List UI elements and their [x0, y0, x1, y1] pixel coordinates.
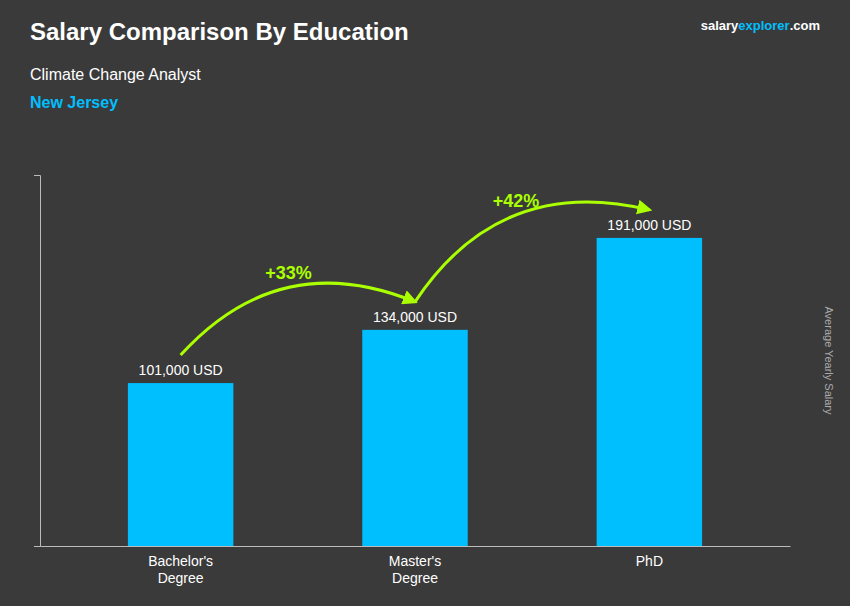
data-label: 101,000 USD [139, 362, 223, 378]
x-tick-label: Bachelor'sDegree [148, 553, 213, 586]
source-part: .com [790, 18, 820, 33]
data-labels: 101,000 USD 134,000 USD 191,000 USD [139, 217, 692, 378]
chart: Salary Comparison By Education Climate Ch… [0, 0, 850, 606]
x-tick-label-line: Degree [158, 570, 204, 586]
x-tick: PhD [636, 553, 663, 569]
source-part: explorer [738, 18, 789, 33]
source-part: salary [701, 18, 739, 33]
annotation: +33% [265, 263, 312, 283]
x-axis: Bachelor'sDegreeMaster'sDegreePhD [41, 547, 791, 586]
x-tick: Bachelor'sDegree [148, 553, 213, 586]
x-tick-label-line: PhD [636, 553, 663, 569]
x-tick-label: Master'sDegree [389, 553, 441, 586]
x-tick-label-line: Master's [389, 553, 441, 569]
arrow [415, 202, 649, 302]
y-axis-title: Average Yearly Salary [823, 306, 835, 415]
data-label: 191,000 USD [607, 217, 691, 233]
title: Salary Comparison By Education [30, 18, 409, 45]
bar [128, 383, 233, 546]
arrow [181, 283, 415, 355]
arrow-annotations: +33% +42% [181, 191, 650, 355]
x-tick-label-line: Bachelor's [148, 553, 213, 569]
x-tick: Master'sDegree [389, 553, 441, 586]
bar [597, 238, 702, 546]
x-tick-label: PhD [636, 553, 663, 569]
x-axis-line [41, 546, 791, 547]
data-label: 134,000 USD [373, 309, 457, 325]
x-tick-label-line: Degree [392, 570, 438, 586]
plot: Bachelor'sDegreeMaster'sDegreePhD101,000… [34, 176, 791, 586]
source: salaryexplorer.com [701, 18, 820, 33]
annotation: New Jersey [30, 94, 118, 111]
annotation: +42% [493, 191, 540, 211]
y-axis-line [34, 176, 41, 547]
bars [128, 238, 702, 546]
bar [362, 330, 467, 546]
y-axis [34, 176, 41, 547]
subtitle: Climate Change Analyst [30, 66, 201, 83]
